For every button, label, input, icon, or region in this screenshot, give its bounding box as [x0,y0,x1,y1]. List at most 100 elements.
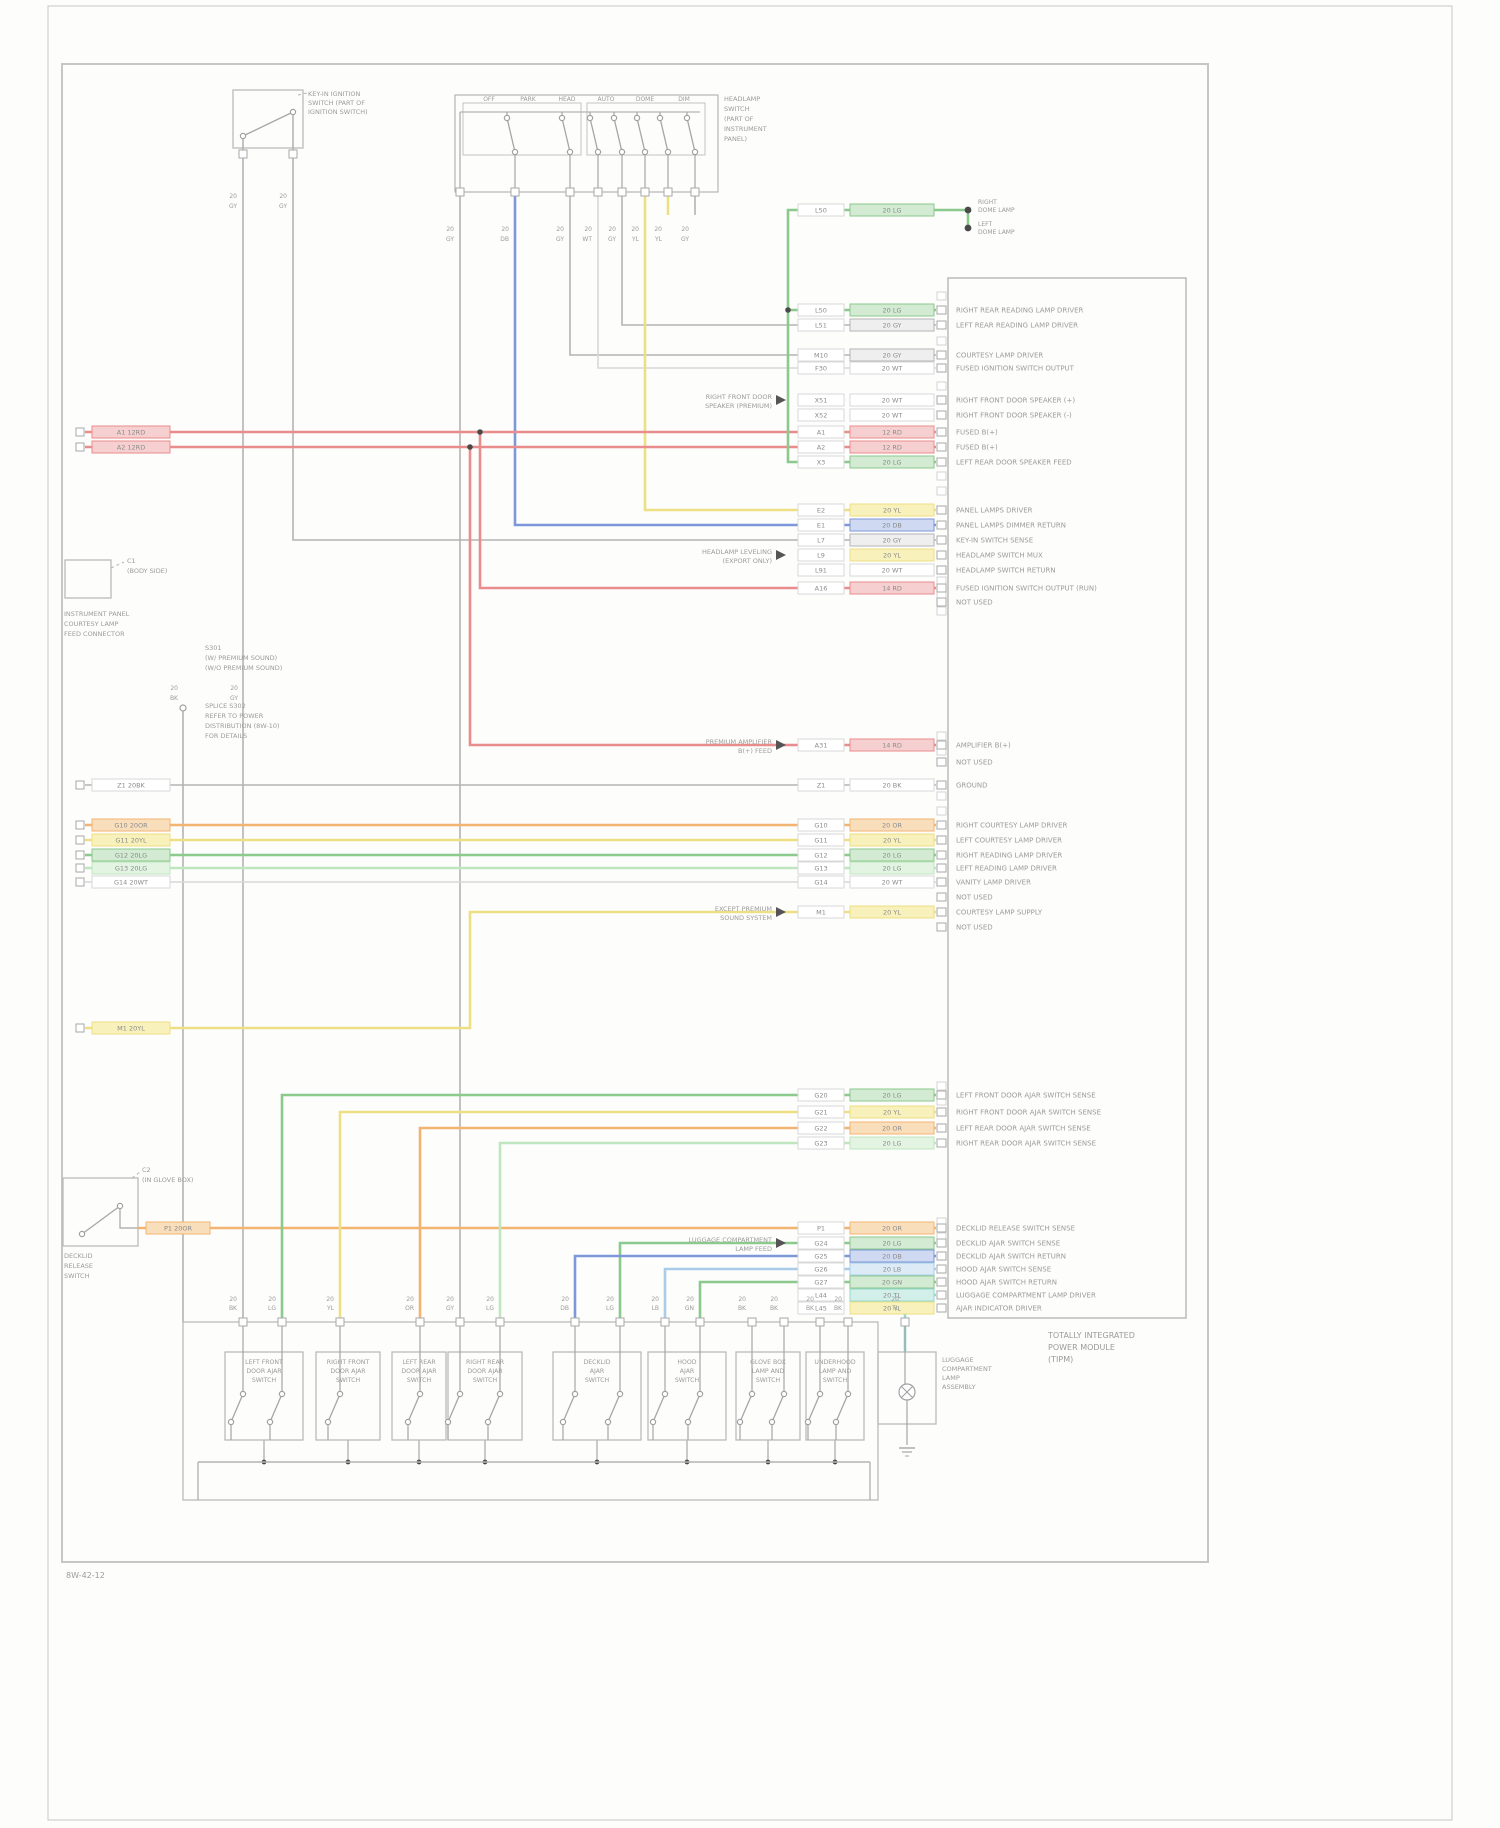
switch-icon [641,148,649,156]
chip-text: Z1 [817,782,826,790]
connector-pin [455,187,465,197]
chip-text: 20 YL [883,507,901,515]
connector-pin [936,1264,947,1274]
wire-code: GY [230,695,238,702]
switch-icon [832,1418,840,1426]
wire-code: TL [891,1305,900,1312]
chip-text: G12 20LG [115,852,147,860]
unused-pin [936,291,947,301]
wire-code: 20 [556,226,564,233]
lamp-name: LUGGAGE [942,1356,974,1364]
connector-pin [936,1238,947,1248]
unused-pin [936,806,947,816]
wire-code: 20 [806,1296,814,1303]
chip-text: 20 LG [883,459,902,467]
chip-text: G13 [814,865,827,873]
wire-yl [338,1110,936,1318]
wire-yl [85,910,936,1030]
connector-pin [288,149,298,159]
module-pin-label: LEFT REAR DOOR AJAR SWITCH SENSE [956,1125,1091,1133]
component-name: DOOR AJAR [401,1368,437,1375]
leader-line [297,92,308,96]
switch-position-label: OFF [483,96,495,103]
wire [901,1386,913,1398]
chip-text: 20 YL [883,837,901,845]
wire-rd [478,432,936,590]
wire-code: 20 [891,1296,899,1303]
circuit-chip [797,875,845,889]
wire-color-chip [91,818,171,832]
circuit-chip [797,455,845,469]
key-in-switch-label: KEY-IN IGNITION [308,90,360,98]
connector-pin [936,907,947,917]
connector-pin [415,1317,425,1327]
marker-triangle-icon [776,395,786,405]
wire-code: GY [556,236,564,243]
wire-code: 20 [651,1296,659,1303]
unused-pin [936,471,947,481]
marker-triangle-icon [776,740,786,750]
chip-text: 20 WT [882,365,903,373]
connector-pin [936,427,947,437]
connector-pin [495,1317,505,1327]
chip-text: L9 [817,552,825,560]
chip-text: G14 [814,879,827,887]
wire-code: 20 [686,1296,694,1303]
chip-text: M1 [816,909,826,917]
key-in-switch-label: SWITCH (PART OF [308,99,365,107]
switch-position-label: DOME [636,96,655,103]
connector-pin [936,835,947,845]
circuit-chip [797,318,845,332]
switch-blade [771,1393,785,1423]
connector-pin [936,757,947,767]
circuit-chip [797,1275,845,1289]
wire-code: WT [582,236,592,243]
circuit-chip [797,563,845,577]
circuit-chip [797,778,845,792]
circuit-chip [797,425,845,439]
module-pin-label: HEADLAMP SWITCH RETURN [956,567,1056,575]
circuit-chip [797,738,845,752]
diagram-frame [61,63,1209,1563]
component-name: LAMP AND [752,1368,785,1375]
lamp-name: LAMP [942,1374,960,1382]
module-pin-label: VANITY LAMP DRIVER [956,879,1031,887]
connector-pin [690,187,700,197]
headlamp-switch-label: (PART OF [724,115,754,123]
unused-pin [936,731,947,741]
wire-code: GY [681,236,689,243]
switch-icon [336,1390,344,1398]
component-name: SWITCH [252,1377,277,1384]
chip-text: G27 [814,1279,827,1287]
circuit-chip [797,861,845,875]
wire-code: 20 [608,226,616,233]
chip-text: G21 [814,1109,827,1117]
chip-text: G20 [814,1092,827,1100]
chip-text: 20 LG [883,1240,902,1248]
key-in-switch-box [232,89,304,149]
switch-icon [696,1390,704,1398]
switch-blade [242,111,294,137]
switch-icon [594,148,602,156]
connector-pin [238,1317,248,1327]
connector-pin [617,187,627,197]
chip-text: 20 OR [882,822,902,830]
wire-code: GY [608,236,616,243]
connector-pin [936,850,947,860]
wire-code: 20 [446,226,454,233]
chip-text: 20 OR [882,1225,902,1233]
switch-icon [278,1390,286,1398]
module-pin-label: LEFT REAR READING LAMP DRIVER [956,322,1078,330]
splice-note: S301 [205,644,222,652]
module-pin-label: RIGHT REAR DOOR AJAR SWITCH SENSE [956,1140,1096,1148]
module-pin-label: FUSED IGNITION SWITCH OUTPUT (RUN) [956,585,1097,593]
wire-color-chip [849,778,935,792]
switch-icon [416,1390,424,1398]
junction-dot [964,206,972,214]
wire-color-chip [849,1262,935,1276]
wire-color-chip [849,1301,935,1315]
connector-pin [75,850,85,860]
switch-blade [407,1393,421,1423]
chip-text: G11 [814,837,827,845]
wire-code: 20 [446,1296,454,1303]
